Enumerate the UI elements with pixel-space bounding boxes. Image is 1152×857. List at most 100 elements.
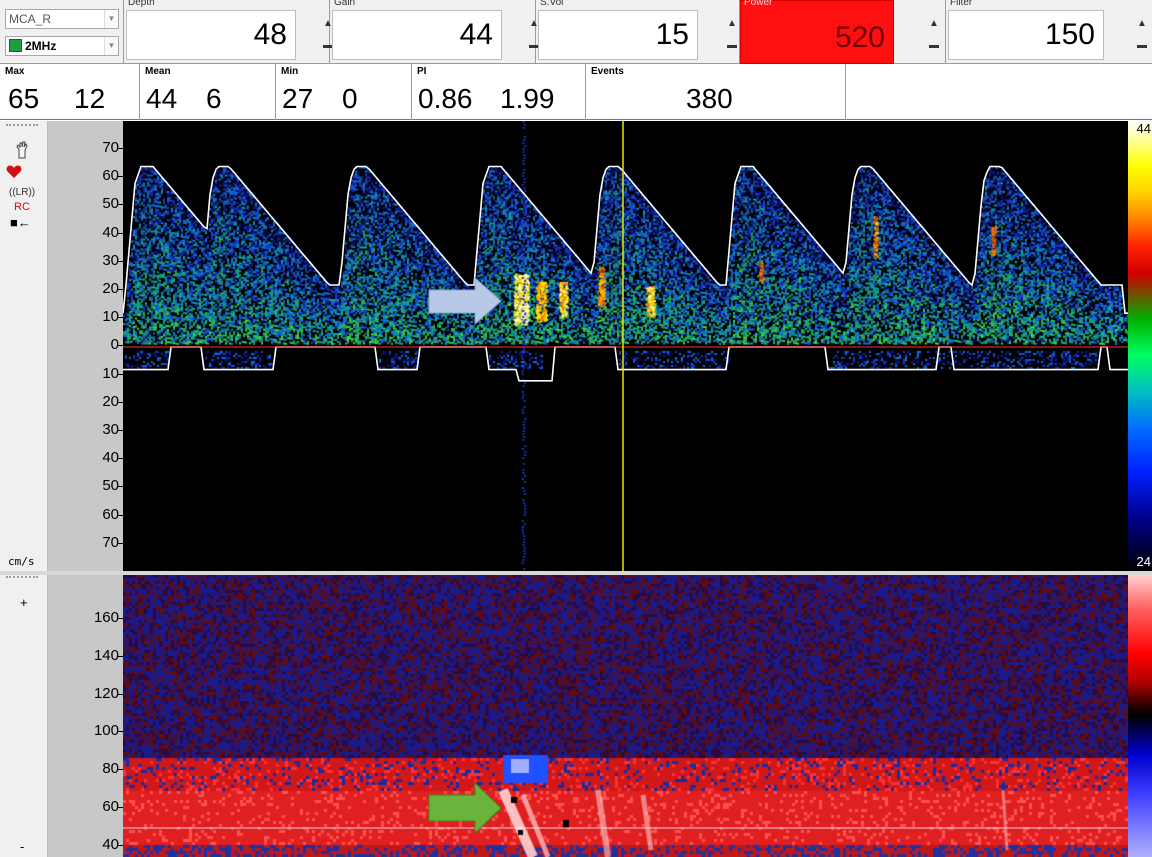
spin-up-icon[interactable]: ▲ bbox=[1127, 18, 1152, 29]
stat-max: Max 65 12 bbox=[0, 64, 140, 120]
chevron-down-icon[interactable]: ▼ bbox=[104, 37, 118, 55]
depth-value[interactable]: 48 bbox=[126, 10, 296, 60]
filter-control: Filter 150 ▲ ▬ bbox=[946, 0, 1152, 64]
velocity-tick-label: 50 bbox=[83, 478, 119, 494]
heart-icon[interactable] bbox=[6, 165, 22, 179]
stat-min-value-2: 0 bbox=[342, 82, 358, 116]
velocity-tick-label: 30 bbox=[83, 253, 119, 269]
filter-value[interactable]: 150 bbox=[948, 10, 1104, 60]
m-mode-overlay bbox=[123, 575, 1128, 857]
depth-label: Depth bbox=[128, 0, 155, 8]
colorbar-min: 24 bbox=[1137, 554, 1151, 569]
svol-value[interactable]: 15 bbox=[538, 10, 698, 60]
stat-min-value: 27 bbox=[282, 82, 313, 116]
m-mode-colorbar bbox=[1128, 575, 1152, 857]
power-value[interactable]: 520 bbox=[740, 0, 894, 64]
svol-label: S.Vol bbox=[540, 0, 563, 8]
green-arrow-icon bbox=[429, 783, 501, 833]
stat-max-value-2: 12 bbox=[74, 82, 105, 116]
blue-arrow-icon bbox=[429, 278, 501, 324]
minus-icon[interactable]: - bbox=[20, 839, 24, 854]
vessel-select[interactable]: MCA_R ▼ bbox=[5, 9, 119, 29]
unit-label: cm/s bbox=[8, 555, 35, 568]
depth-tick-label: 140 bbox=[83, 648, 119, 664]
filter-spinner[interactable]: ▲ ▬ bbox=[1112, 10, 1142, 60]
divider bbox=[6, 124, 38, 126]
stat-mean-value: 44 bbox=[146, 82, 177, 116]
velocity-tick-label: 10 bbox=[83, 309, 119, 325]
spectrum-colorbar: 44 24 bbox=[1128, 121, 1152, 571]
stat-min-label: Min bbox=[281, 66, 298, 77]
stat-pi-label: PI bbox=[417, 66, 426, 77]
depth-tick-label: 120 bbox=[83, 686, 119, 702]
stat-mean: Mean 44 6 bbox=[140, 64, 276, 120]
depth-spinner[interactable]: ▲ ▬ bbox=[298, 10, 328, 60]
gain-value[interactable]: 44 bbox=[332, 10, 502, 60]
svol-spinner[interactable]: ▲ ▬ bbox=[702, 10, 732, 60]
velocity-tick-label: 70 bbox=[83, 140, 119, 156]
depth-tick-label: 100 bbox=[83, 723, 119, 739]
vessel-value: MCA_R bbox=[9, 12, 51, 26]
chevron-down-icon[interactable]: ▼ bbox=[104, 10, 118, 28]
m-mode-display[interactable] bbox=[123, 575, 1128, 857]
power-spinner[interactable]: ▲ ▬ bbox=[904, 10, 934, 60]
divider bbox=[6, 576, 38, 578]
stat-max-value: 65 bbox=[8, 82, 39, 116]
spin-down-icon[interactable]: ▬ bbox=[1127, 40, 1152, 51]
left-toolbar: ((LR)) RC ■← cm/s + - bbox=[0, 121, 48, 857]
arrow-left-icon[interactable]: ■← bbox=[10, 215, 31, 230]
depth-scale: 160 140 120 100 80 60 40 bbox=[48, 575, 123, 857]
depth-tick-label: 60 bbox=[83, 799, 119, 815]
stat-events: Events 380 bbox=[586, 64, 846, 120]
power-control: Power 520 ▲ ▬ bbox=[740, 0, 946, 64]
velocity-tick-label: 0 bbox=[83, 337, 119, 353]
probe-panel: MCA_R ▼ 2MHz ▼ bbox=[0, 0, 124, 64]
colorbar-gradient bbox=[1128, 121, 1152, 571]
colorbar-max: 44 bbox=[1137, 121, 1151, 136]
frequency-select[interactable]: 2MHz ▼ bbox=[5, 36, 119, 56]
spin-down-icon[interactable]: ▬ bbox=[919, 40, 949, 51]
velocity-tick-label: 40 bbox=[83, 450, 119, 466]
velocity-tick-label: 20 bbox=[83, 394, 119, 410]
stat-min: Min 27 0 bbox=[276, 64, 412, 120]
velocity-scale: 70 60 50 40 30 20 10 0 10 20 30 40 50 60 70 bbox=[48, 121, 123, 571]
velocity-tick-label: 40 bbox=[83, 225, 119, 241]
velocity-tick-label: 60 bbox=[83, 507, 119, 523]
depth-tick-label: 80 bbox=[83, 761, 119, 777]
velocity-tick-label: 30 bbox=[83, 422, 119, 438]
hand-icon[interactable] bbox=[14, 141, 30, 159]
gain-spinner[interactable]: ▲ ▬ bbox=[504, 10, 534, 60]
velocity-tick-label: 20 bbox=[83, 281, 119, 297]
velocity-tick-label: 60 bbox=[83, 168, 119, 184]
probe-status-icon bbox=[9, 39, 22, 52]
stat-mean-label: Mean bbox=[145, 66, 171, 77]
velocity-tick-label: 10 bbox=[83, 366, 119, 382]
stat-events-label: Events bbox=[591, 66, 624, 77]
power-label: Power bbox=[744, 0, 772, 8]
depth-tick-label: 40 bbox=[83, 837, 119, 853]
stat-mean-value-2: 6 bbox=[206, 82, 222, 116]
filter-label: Filter bbox=[950, 0, 972, 8]
plus-icon[interactable]: + bbox=[20, 595, 28, 610]
stat-pi-value: 0.86 bbox=[418, 82, 473, 116]
envelope-upper bbox=[123, 167, 1128, 314]
stat-max-label: Max bbox=[5, 66, 24, 77]
depth-tick-label: 160 bbox=[83, 610, 119, 626]
stats-row: Max 65 12 Mean 44 6 Min 27 0 PI 0.86 1.9… bbox=[0, 64, 1152, 120]
gain-label: Gain bbox=[334, 0, 355, 8]
frequency-value: 2MHz bbox=[25, 39, 56, 53]
stat-pi-value-2: 1.99 bbox=[500, 82, 555, 116]
envelope-lower bbox=[123, 347, 1128, 381]
stat-pi: PI 0.86 1.99 bbox=[412, 64, 586, 120]
depth-control: Depth 48 ▲ ▬ bbox=[124, 0, 330, 64]
spin-up-icon[interactable]: ▲ bbox=[919, 18, 949, 29]
doppler-spectrum[interactable] bbox=[123, 121, 1128, 571]
gain-control: Gain 44 ▲ ▬ bbox=[330, 0, 536, 64]
velocity-tick-label: 50 bbox=[83, 196, 119, 212]
velocity-tick-label: 70 bbox=[83, 535, 119, 551]
waveform-indicator: ((LR)) bbox=[9, 187, 35, 198]
spectrum-overlay bbox=[123, 121, 1128, 571]
svol-control: S.Vol 15 ▲ ▬ bbox=[536, 0, 740, 64]
control-row: MCA_R ▼ 2MHz ▼ Depth 48 ▲ ▬ Gain 44 ▲ ▬ S.… bbox=[0, 0, 1152, 64]
rc-indicator: RC bbox=[14, 201, 30, 213]
